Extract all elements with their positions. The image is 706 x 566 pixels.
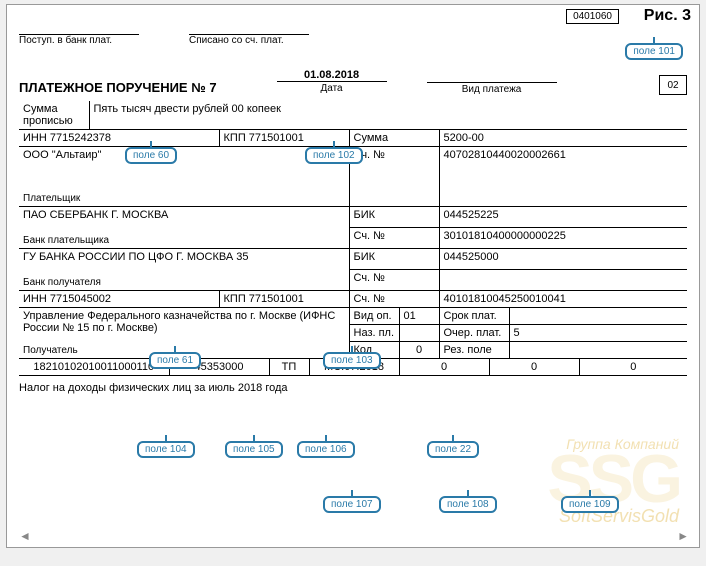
arrow-left-icon[interactable]: ◄ [19,529,31,543]
tag-101: поле 101 [625,43,683,60]
date-value: 01.08.2018 [277,69,387,82]
naz-pl [399,325,439,342]
sum-label: Сумма [349,130,439,147]
payer-bank-name: ПАО СБЕРБАНК Г. МОСКВА [23,209,345,221]
vid-op-label: Вид оп. [349,308,399,325]
amount-words-label: Сумма прописью [19,101,89,130]
payee-name: Управление Федерального казначейства по … [23,310,343,334]
payee-acc-label: Сч. № [349,291,439,308]
code-106: ТП [269,359,309,376]
payer-bank-acc-label: Сч. № [349,228,439,249]
srok [509,308,687,325]
ocher: 5 [509,325,687,342]
vid-op: 01 [399,308,439,325]
debited-label: Списано со сч. плат. [189,35,309,46]
payer-kpp-label: КПП [224,132,246,144]
sum-value: 5200-00 [439,130,687,147]
srok-label: Срок плат. [439,308,509,325]
tag-106: поле 106 [297,441,355,458]
tag-103: поле 103 [323,352,381,369]
payee-bank-acc-label: Сч. № [349,270,439,291]
main-table: Сумма прописью Пять тысяч двести рублей … [19,101,687,359]
debited-field [189,23,309,35]
figure-label: Рис. 3 [644,7,691,25]
watermark: Группа Компаний SSG SoftServisGold [547,436,679,527]
payee-bik: 044525000 [439,249,687,270]
tag-104: поле 104 [137,441,195,458]
payment-type-label: Вид платежа [427,84,557,95]
amount-words-value: Пять тысяч двести рублей 00 копеек [89,101,687,130]
payer-acc: 40702810440020002661 [439,147,687,194]
document-page: 0401060 Рис. 3 Поступ. в банк плат. Спис… [6,4,700,548]
arrow-right-icon[interactable]: ► [677,529,689,543]
payer-inn: 7715242378 [50,132,111,144]
rez-label: Рез. поле [439,342,509,359]
tag-108: поле 108 [439,496,497,513]
code-108: 0 [399,359,489,376]
code-110: 0 [579,359,687,376]
naz-pl-label: Наз. пл. [349,325,399,342]
tag-60: поле 60 [125,147,177,164]
tag-22: поле 22 [427,441,479,458]
form-code: 0401060 [566,9,619,24]
payee-bank-acc [439,270,687,291]
nav-arrows: ◄ ► [19,529,689,543]
tag-102: поле 102 [305,147,363,164]
payer-bik: 044525225 [439,207,687,228]
received-field [19,23,139,35]
payee-acc: 40101810045250010041 [439,291,687,308]
purpose-text: Налог на доходы физических лиц за июль 2… [19,382,687,394]
tag-107: поле 107 [323,496,381,513]
payer-bank-label: Банк плательщика [23,235,109,246]
payer-label: Плательщик [23,193,80,204]
tag-109: поле 109 [561,496,619,513]
payee-bik-label: БИК [349,249,439,270]
received-label: Поступ. в банк плат. [19,35,139,46]
payee-bank-label: Банк получателя [23,277,101,288]
payer-inn-label: ИНН [23,132,47,144]
payment-type-field [427,69,557,83]
payer-kpp: 771501001 [249,132,304,144]
tag-61: поле 61 [149,352,201,369]
rez [509,342,687,359]
payee-label: Получатель [23,345,78,356]
payer-name: ООО "Альтаир" [23,149,345,161]
payee-inn-label: ИНН [23,293,47,305]
doc-title: ПЛАТЕЖНОЕ ПОРУЧЕНИЕ № 7 [19,80,217,95]
payee-bank-name: ГУ БАНКА РОССИИ ПО ЦФО Г. МОСКВА 35 [23,251,345,263]
code-109: 0 [489,359,579,376]
payer-bik-label: БИК [349,207,439,228]
code-104: 18210102010011000110 [19,359,169,376]
status-code-box: 02 [659,75,687,95]
kod: 0 [399,342,439,359]
ocher-label: Очер. плат. [439,325,509,342]
payee-kpp: 771501001 [249,293,304,305]
payer-bank-acc: 30101810400000000225 [439,228,687,249]
tag-105: поле 105 [225,441,283,458]
payee-kpp-label: КПП [224,293,246,305]
date-label: Дата [277,83,387,94]
payee-inn: 7715045002 [50,293,111,305]
